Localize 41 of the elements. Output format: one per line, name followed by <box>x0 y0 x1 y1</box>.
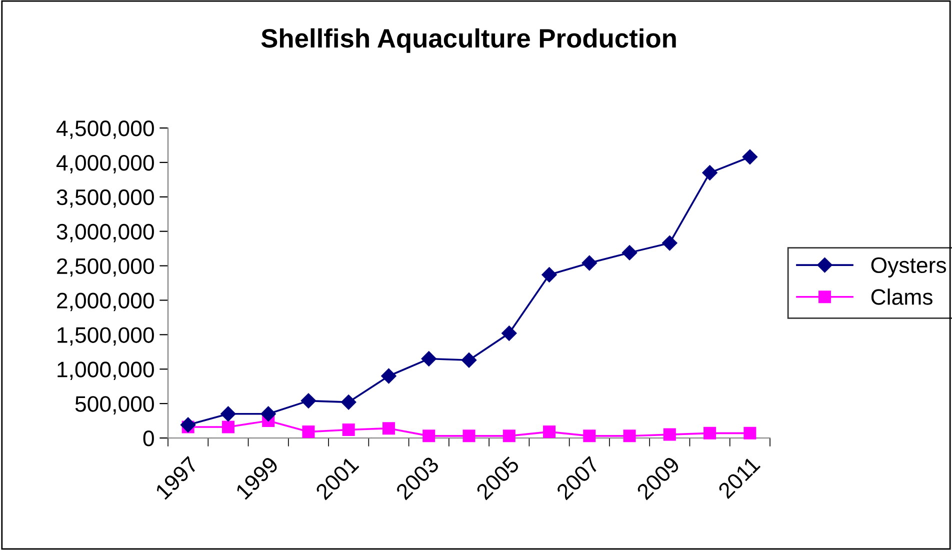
point <box>222 420 234 434</box>
point <box>742 149 758 165</box>
point <box>704 426 716 440</box>
point <box>300 393 316 408</box>
point <box>180 417 196 432</box>
point <box>623 430 636 442</box>
point <box>302 426 315 438</box>
point <box>341 394 356 410</box>
y-tick-label: 3,000,000 <box>56 224 154 242</box>
point <box>260 406 276 422</box>
point <box>663 428 676 441</box>
point <box>462 430 476 442</box>
point <box>381 368 396 384</box>
point <box>461 352 477 368</box>
point <box>744 426 756 440</box>
chart-title: Shellfish Aquaculture Production <box>261 28 676 53</box>
y-tick-label: 4,500,000 <box>56 120 154 139</box>
y-tick-label: 0 <box>143 430 154 446</box>
y-tick-label: 4,000,000 <box>56 154 154 174</box>
point <box>342 423 355 436</box>
y-tick-label: 1,000,000 <box>58 362 154 380</box>
point <box>582 255 597 271</box>
point <box>542 267 557 282</box>
legend-label: Oysters <box>871 257 946 278</box>
point <box>583 430 596 442</box>
point <box>382 422 395 435</box>
y-tick-label: 2,500,000 <box>57 258 154 277</box>
legend-label: Clams <box>871 288 932 305</box>
y-tick-label: 2,000,000 <box>57 292 154 312</box>
point <box>702 165 718 180</box>
point <box>662 235 678 251</box>
point <box>622 245 638 260</box>
y-tick-label: 500,000 <box>75 396 154 414</box>
y-tick-label: 3,500,000 <box>56 189 154 208</box>
point <box>220 406 236 422</box>
point <box>502 430 516 442</box>
point <box>422 430 436 442</box>
point <box>543 426 556 438</box>
point <box>502 326 517 341</box>
point <box>421 351 436 366</box>
y-tick-label: 1,500,000 <box>58 327 154 346</box>
